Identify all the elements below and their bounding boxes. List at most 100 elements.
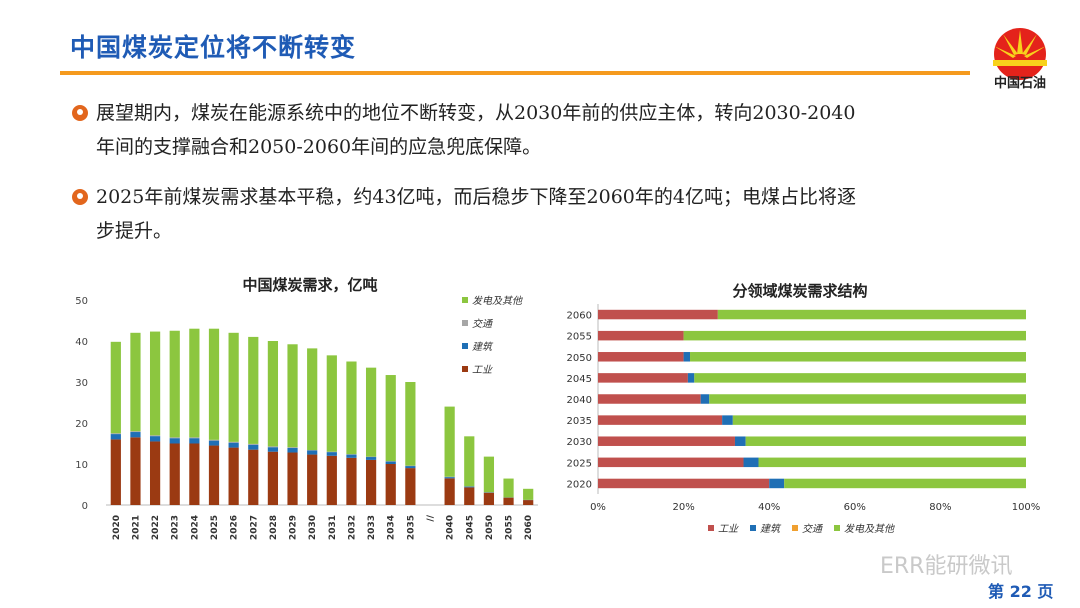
bar-segment — [464, 436, 475, 487]
bar-segment — [110, 341, 121, 434]
bar-segment — [444, 477, 455, 479]
x-tick-label: 2024 — [190, 515, 200, 540]
legend-swatch — [792, 525, 798, 531]
x-tick-label: 2040 — [446, 515, 456, 540]
bar-segment — [267, 451, 279, 505]
bar-segment — [598, 478, 770, 489]
bar-segment — [598, 330, 684, 341]
bar-segment — [307, 454, 318, 505]
bullet-1-line2: 年间的支撑融合和2050-2060年间的应急兜底保障。 — [96, 136, 542, 158]
bar-segment — [287, 448, 298, 453]
legend-label: 工业 — [718, 523, 739, 535]
y-tick-label: 2040 — [567, 395, 592, 406]
bar-segment — [248, 336, 259, 444]
y-tick-label: 20 — [75, 419, 88, 430]
bar-segment — [130, 432, 141, 438]
y-tick-label: 2020 — [567, 479, 592, 490]
bar-segment — [169, 443, 180, 505]
y-tick-label: 2025 — [567, 458, 592, 469]
bar-segment — [523, 488, 534, 500]
bar-segment — [267, 446, 279, 448]
bar-segment — [130, 431, 141, 433]
bar-segment — [326, 452, 337, 456]
x-tick-label: 0% — [590, 502, 606, 513]
bar-segment — [483, 492, 495, 505]
bar-segment — [189, 443, 200, 505]
bar-segment — [523, 500, 534, 505]
bullet-icon — [72, 105, 88, 121]
x-tick-label: 2033 — [367, 515, 377, 540]
bar-segment — [503, 497, 514, 505]
bar-segment — [598, 373, 688, 383]
bar-segment — [110, 439, 121, 505]
bar-segment — [784, 478, 1026, 489]
bar-segment — [326, 355, 337, 452]
page-number: 第 22 页 — [988, 582, 1054, 601]
bar-segment — [405, 382, 416, 466]
bullet-2-line2: 步提升。 — [96, 220, 173, 242]
bar-segment — [149, 441, 161, 505]
x-tick-label: 2021 — [131, 515, 141, 540]
bar-segment — [169, 330, 180, 438]
bar-segment — [734, 436, 746, 446]
bar-segment — [346, 361, 357, 455]
legend-swatch — [462, 297, 468, 303]
bar-segment — [758, 457, 1026, 468]
x-tick-label: 2055 — [505, 515, 515, 540]
x-tick-label: 2027 — [249, 515, 259, 540]
bullet-1: 展望期内，煤炭在能源系统中的地位不断转变，从2030年前的供应主体，转向2030… — [72, 96, 1002, 164]
bar-segment — [287, 447, 298, 449]
legend-label: 工业 — [472, 364, 493, 376]
bar-segment — [228, 447, 239, 505]
bar-segment — [208, 445, 220, 505]
bar-segment — [189, 328, 200, 438]
legend-swatch — [462, 343, 468, 349]
bar-segment — [169, 437, 180, 439]
legend-label: 建筑 — [760, 523, 782, 535]
watermark: ERR能研微讯 — [880, 554, 1013, 579]
bar-segment — [598, 415, 723, 425]
x-tick-label: 80% — [929, 502, 951, 513]
bar-segment — [503, 478, 514, 498]
x-tick-label: 2032 — [347, 515, 357, 540]
bar-segment — [598, 457, 744, 468]
y-tick-label: 2035 — [567, 416, 592, 427]
bar-segment — [683, 330, 1026, 341]
legend-label: 建筑 — [472, 341, 494, 353]
x-tick-label: 2031 — [328, 515, 338, 540]
bar-segment — [405, 466, 416, 469]
bar-segment — [130, 437, 141, 505]
bar-segment — [346, 454, 357, 458]
bar-segment — [248, 444, 259, 450]
bar-segment — [267, 447, 279, 452]
bar-segment — [732, 415, 1026, 425]
bar-segment — [598, 309, 718, 320]
bar-segment — [228, 332, 239, 442]
bar-segment — [464, 487, 475, 505]
y-tick-label: 30 — [75, 378, 88, 389]
bar-segment — [130, 332, 141, 432]
bar-segment — [769, 478, 785, 489]
chart-title: 分领域煤炭需求结构 — [732, 282, 867, 300]
bar-segment — [598, 394, 701, 404]
y-tick-label: 10 — [75, 460, 88, 471]
bar-segment — [307, 450, 318, 455]
legend-swatch — [750, 525, 756, 531]
bar-segment — [709, 394, 1026, 404]
bar-segment — [189, 438, 200, 444]
x-tick-label: 60% — [844, 502, 866, 513]
y-tick-label: 2055 — [567, 332, 592, 343]
bar-segment — [110, 433, 121, 435]
bar-segment — [149, 331, 161, 436]
bar-segment — [365, 459, 377, 505]
x-tick-label: 2050 — [485, 515, 495, 540]
y-tick-label: 2030 — [567, 437, 592, 448]
legend-label: 发电及其他 — [472, 295, 523, 307]
x-tick-label: 2026 — [230, 515, 240, 540]
bar-segment — [248, 449, 259, 505]
bar-segment — [694, 373, 1026, 383]
bar-segment — [717, 309, 1026, 320]
bullet-icon — [72, 189, 88, 205]
bar-segment — [169, 438, 180, 444]
